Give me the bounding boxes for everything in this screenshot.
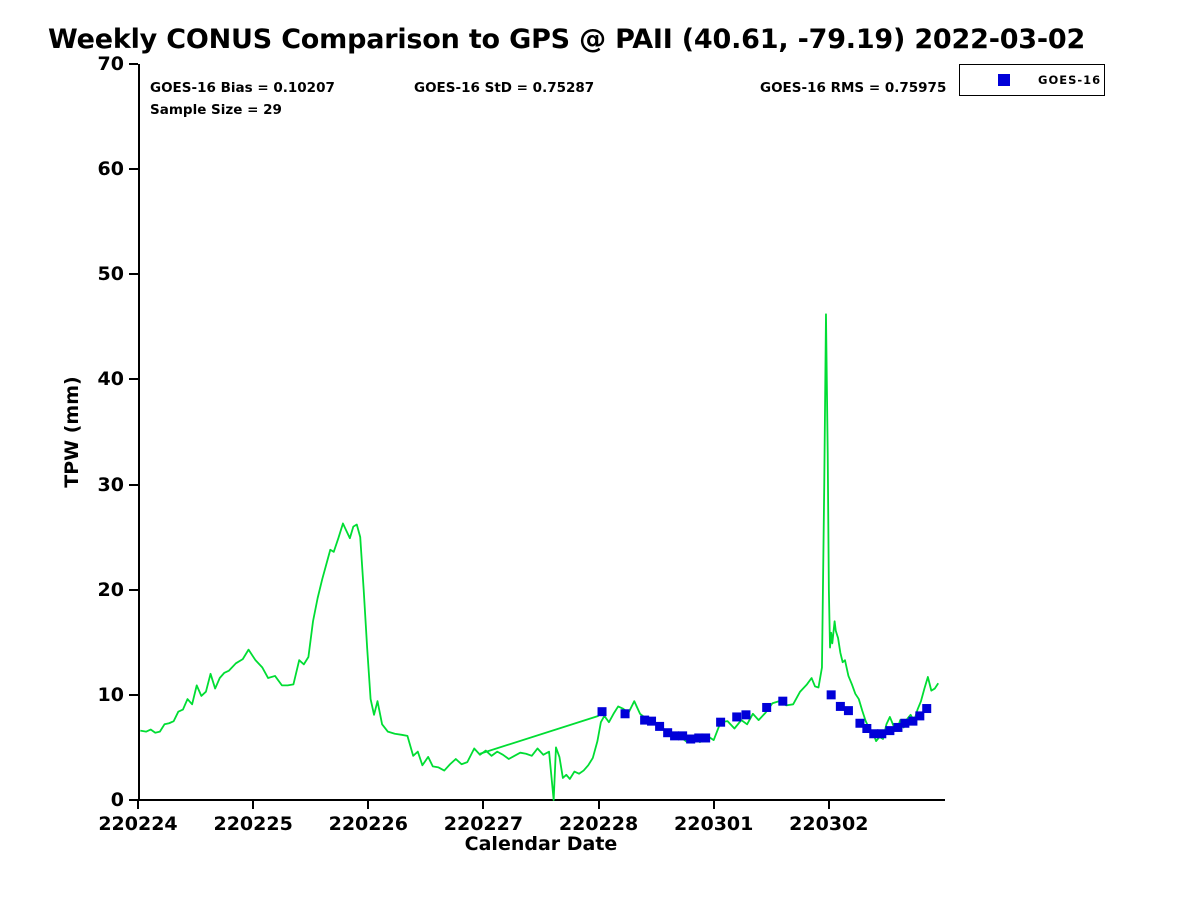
data-point-goes16 (620, 709, 630, 719)
y-tick-30 (129, 483, 138, 486)
x-tick-label-220301: 220301 (674, 813, 754, 835)
x-tick-label-220224: 220224 (98, 813, 178, 835)
data-point-goes16 (877, 729, 887, 739)
data-point-goes16 (732, 712, 742, 722)
data-point-goes16 (893, 722, 903, 732)
data-point-goes16 (900, 718, 910, 728)
data-point-goes16 (701, 733, 711, 743)
stat-bias: GOES-16 Bias = 0.10207 (150, 80, 335, 96)
y-tick-label-60: 60 (97, 158, 124, 181)
x-tick-label-220228: 220228 (558, 813, 639, 835)
data-point-goes16 (640, 715, 650, 725)
chart-title: Weekly CONUS Comparison to GPS @ PAII (4… (48, 24, 1086, 55)
x-tick-220302 (827, 800, 830, 809)
y-tick-20 (129, 588, 138, 591)
data-point-goes16 (762, 702, 772, 712)
data-point-goes16 (826, 690, 836, 700)
stat-std: GOES-16 StD = 0.75287 (414, 80, 595, 96)
x-tick-label-220226: 220226 (328, 813, 408, 835)
data-point-goes16 (908, 716, 918, 726)
data-point-goes16 (670, 731, 680, 741)
y-axis-label: TPW (mm) (61, 376, 83, 488)
stat-rms: GOES-16 RMS = 0.75975 (760, 80, 947, 96)
x-axis-label: Calendar Date (464, 833, 618, 855)
data-point-goes16 (869, 729, 879, 739)
y-tick-50 (129, 273, 138, 276)
x-tick-220226 (367, 800, 370, 809)
y-tick-label-40: 40 (97, 368, 124, 391)
series-line-gps (140, 313, 939, 801)
x-tick-220227 (482, 800, 485, 809)
legend: GOES-16 (959, 64, 1105, 96)
y-tick-label-70: 70 (97, 53, 124, 75)
data-point-goes16 (922, 704, 932, 714)
stat-sample-size: Sample Size = 29 (150, 102, 282, 118)
data-point-goes16 (843, 706, 853, 716)
y-tick-label-20: 20 (97, 578, 124, 601)
data-point-goes16 (778, 696, 788, 706)
data-point-goes16 (855, 718, 865, 728)
data-point-goes16 (694, 733, 704, 743)
x-tick-220224 (137, 800, 139, 809)
x-tick-label-220227: 220227 (443, 813, 524, 835)
data-point-goes16 (835, 701, 845, 711)
data-series-layer (140, 313, 939, 801)
x-tick-220228 (597, 800, 600, 809)
data-point-goes16 (915, 711, 925, 721)
data-point-goes16 (647, 716, 657, 726)
y-tick-10 (129, 693, 138, 696)
data-point-goes16 (686, 734, 696, 744)
legend-label-goes16: GOES-16 (1038, 73, 1102, 87)
y-tick-label-30: 30 (97, 473, 124, 496)
x-tick-label-220225: 220225 (213, 813, 293, 835)
data-point-goes16 (663, 728, 673, 738)
x-tick-label-220302: 220302 (789, 813, 869, 835)
x-tick-220225 (252, 800, 255, 809)
y-tick-label-0: 0 (110, 789, 124, 811)
series-gps-interpolation (479, 715, 599, 755)
y-axis-line (138, 64, 140, 801)
data-point-goes16 (716, 717, 726, 727)
y-tick-60 (129, 168, 138, 171)
data-point-goes16 (597, 707, 607, 717)
y-tick-70 (129, 63, 138, 65)
data-point-goes16 (885, 726, 895, 736)
data-point-goes16 (678, 731, 688, 741)
y-tick-label-50: 50 (97, 263, 124, 286)
data-point-goes16 (862, 724, 872, 733)
y-tick-label-10: 10 (97, 683, 124, 706)
data-point-goes16 (741, 710, 751, 720)
plot-area: 0 10 20 30 40 50 60 70 220224 220225 220226 220227… (98, 53, 944, 835)
x-axis-line (138, 799, 945, 801)
legend-marker-goes16-icon (998, 74, 1010, 86)
y-tick-40 (129, 378, 138, 381)
y-tick-0 (129, 799, 138, 801)
data-point-goes16 (655, 721, 665, 731)
x-tick-220301 (712, 800, 715, 809)
